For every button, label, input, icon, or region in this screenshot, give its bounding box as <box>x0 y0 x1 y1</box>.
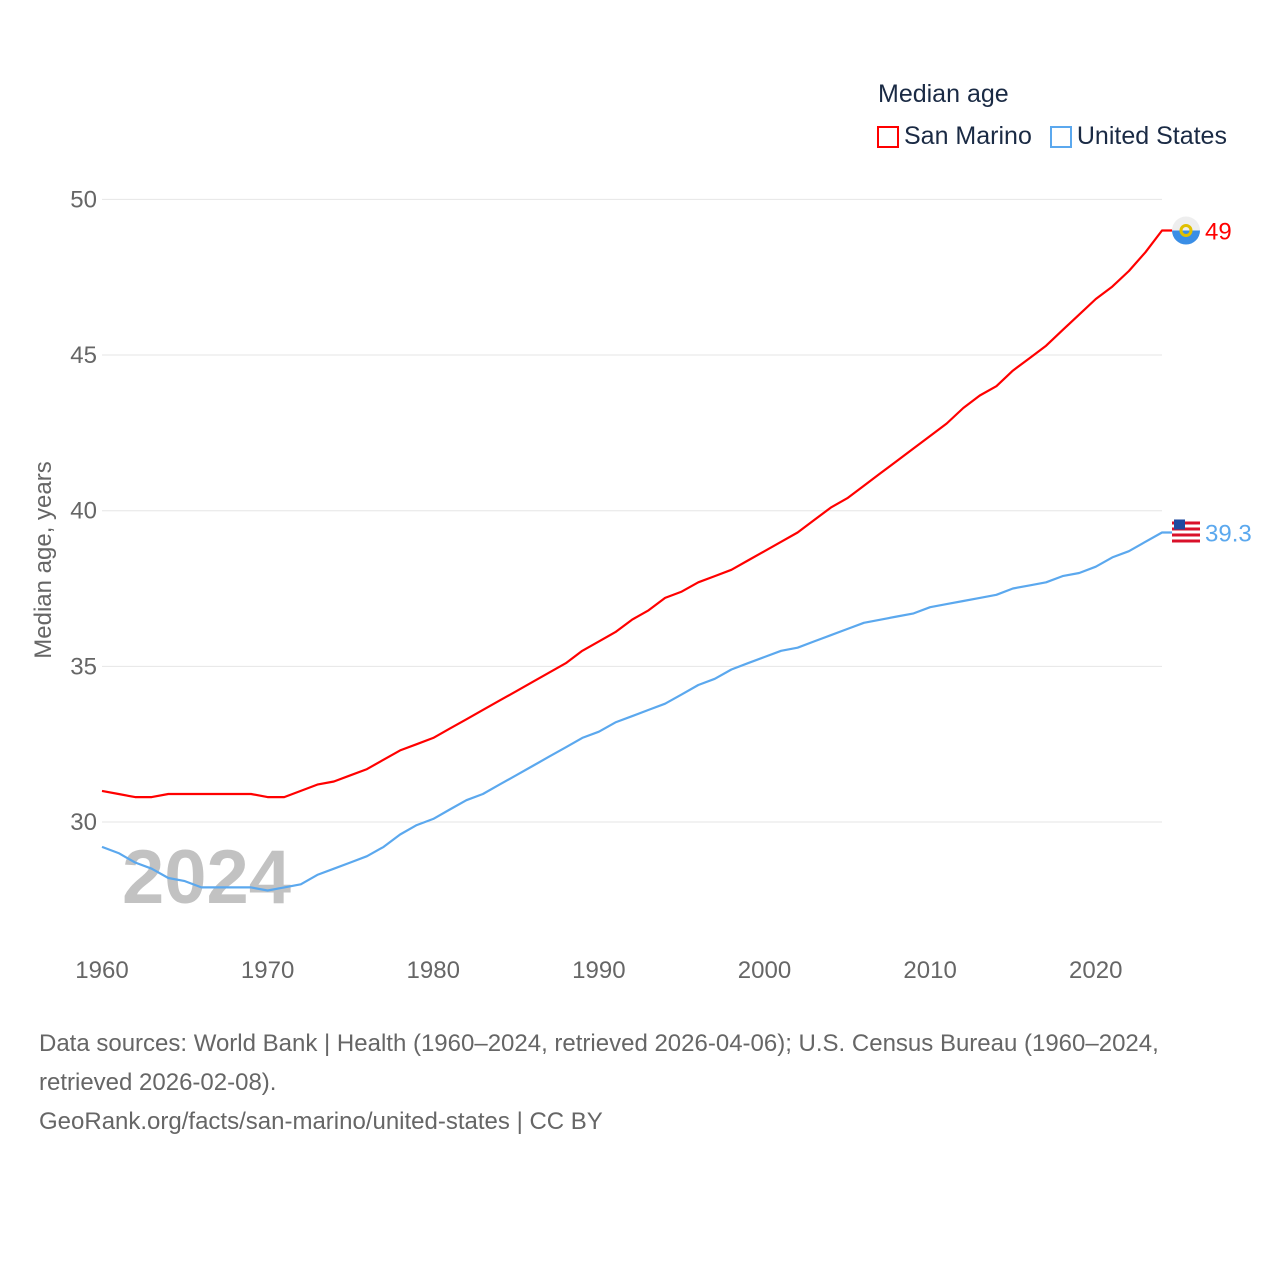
flag-stripe <box>1172 539 1200 543</box>
series-line-san-marino <box>101 229 1174 799</box>
end-value-label: 49 <box>1205 219 1232 246</box>
x-tick-label: 1990 <box>572 957 625 984</box>
flag-stripe <box>1172 521 1200 525</box>
legend-label: United States <box>1076 122 1227 150</box>
legend-item-united-states[interactable]: United States <box>1049 122 1227 151</box>
y-tick-label: 50 <box>70 186 97 213</box>
end-value-label: 39.3 <box>1205 520 1252 547</box>
x-tick-label: 2000 <box>738 957 791 984</box>
legend-swatch-san-marino <box>877 125 899 148</box>
source-link[interactable]: GeoRank.org/facts/san-marino/united-stat… <box>39 1108 603 1135</box>
footer: Data sources: World Bank | Health (1960–… <box>39 1024 1249 1141</box>
x-tick-label: 1980 <box>407 957 460 984</box>
series-line-united-states <box>101 531 1174 892</box>
x-tick-label: 1970 <box>241 957 294 984</box>
flag-emblem <box>1179 224 1193 238</box>
x-tick-label: 2020 <box>1069 957 1122 984</box>
legend-swatch-united-states <box>1049 125 1072 148</box>
legend-item-san-marino[interactable]: San Marino <box>877 122 1032 151</box>
y-axis-label: Median age, years <box>30 461 57 658</box>
legend-label: San Marino <box>904 122 1032 150</box>
year-watermark: 2024 <box>122 835 291 920</box>
flag-stripe <box>1172 527 1200 531</box>
flag-lower-half <box>1172 230 1200 245</box>
data-sources: Data sources: World Bank | Health (1960–… <box>39 1030 1159 1096</box>
x-tick-label: 2010 <box>903 957 956 984</box>
y-tick-label: 30 <box>70 809 97 836</box>
flag-stripe <box>1172 533 1200 537</box>
legend: San Marino United States <box>877 122 1227 151</box>
y-tick-label: 40 <box>70 498 97 525</box>
y-tick-label: 45 <box>70 342 97 369</box>
y-tick-label: 35 <box>70 653 97 680</box>
x-tick-label: 1960 <box>75 957 128 984</box>
legend-title: Median age <box>878 80 1009 108</box>
flag-canton <box>1174 519 1185 530</box>
